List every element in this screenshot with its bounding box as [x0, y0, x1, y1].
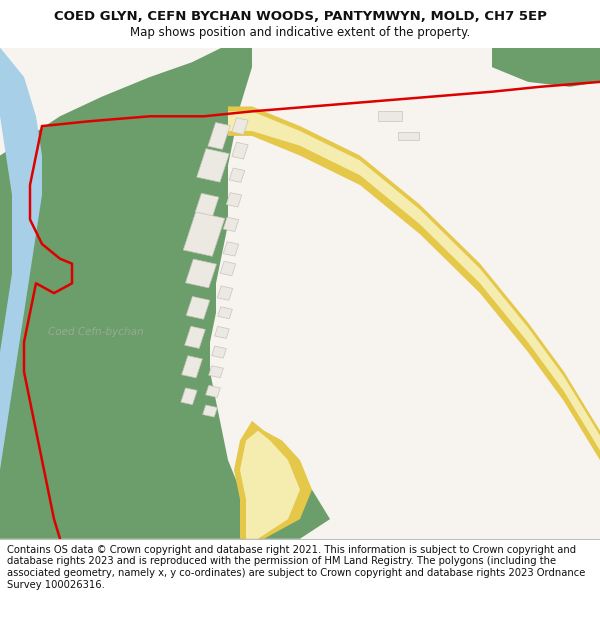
- Text: COED GLYN, CEFN BYCHAN WOODS, PANTYMWYN, MOLD, CH7 5EP: COED GLYN, CEFN BYCHAN WOODS, PANTYMWYN,…: [53, 11, 547, 24]
- Polygon shape: [0, 48, 252, 539]
- Polygon shape: [186, 296, 210, 319]
- Polygon shape: [185, 326, 205, 348]
- Polygon shape: [220, 261, 236, 276]
- Polygon shape: [218, 307, 232, 319]
- Polygon shape: [234, 431, 300, 539]
- Polygon shape: [232, 142, 248, 159]
- Polygon shape: [228, 421, 312, 539]
- Polygon shape: [209, 366, 223, 378]
- Polygon shape: [226, 192, 242, 207]
- Polygon shape: [185, 259, 217, 288]
- Polygon shape: [223, 242, 239, 256]
- Polygon shape: [217, 286, 233, 301]
- Polygon shape: [197, 149, 229, 182]
- Polygon shape: [182, 356, 202, 378]
- Polygon shape: [228, 111, 600, 451]
- Polygon shape: [228, 106, 600, 460]
- Polygon shape: [183, 212, 225, 256]
- Polygon shape: [206, 386, 220, 398]
- Polygon shape: [229, 168, 245, 182]
- Polygon shape: [223, 217, 239, 231]
- Polygon shape: [181, 388, 197, 404]
- Polygon shape: [240, 470, 330, 539]
- Polygon shape: [398, 132, 419, 139]
- Polygon shape: [0, 48, 42, 470]
- Polygon shape: [208, 122, 230, 149]
- Text: Map shows position and indicative extent of the property.: Map shows position and indicative extent…: [130, 26, 470, 39]
- Polygon shape: [232, 118, 248, 134]
- Polygon shape: [492, 48, 600, 87]
- Text: Contains OS data © Crown copyright and database right 2021. This information is : Contains OS data © Crown copyright and d…: [7, 545, 586, 589]
- Polygon shape: [195, 193, 219, 216]
- Polygon shape: [215, 326, 229, 339]
- Polygon shape: [212, 346, 226, 358]
- Text: Coed Cefn-bychan: Coed Cefn-bychan: [48, 328, 144, 338]
- Polygon shape: [378, 111, 402, 121]
- Polygon shape: [203, 405, 217, 417]
